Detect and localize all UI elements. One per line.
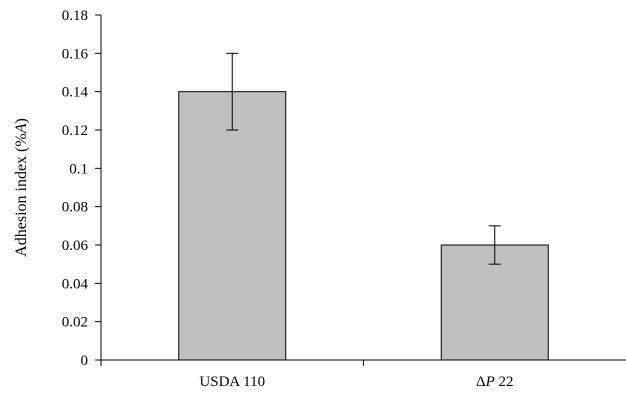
y-axis-title: Adhesion index (%A): [13, 118, 30, 257]
bar-0: [178, 91, 287, 361]
y-tick-label: 0.14: [62, 85, 89, 101]
y-tick-label: 0.16: [62, 46, 89, 62]
y-tick-label: 0.18: [62, 8, 88, 24]
y-tick-label: 0.04: [62, 276, 89, 292]
y-tick-label: 0.02: [62, 315, 88, 331]
x-axis-ticks: USDA 110 ΔP 22: [100, 360, 514, 390]
y-axis-ticks: 0 0.02 0.04 0.06 0.08 0.1 0.12 0.14 0.16 0.18: [62, 8, 101, 369]
y-tick-label: 0.08: [62, 200, 88, 216]
error-bars: [226, 52, 501, 265]
y-tick-label: 0.06: [62, 238, 89, 254]
y-tick-label: 0.12: [62, 123, 88, 139]
y-tick-label: 0.1: [69, 161, 88, 177]
x-tick-label: ΔP 22: [476, 374, 514, 390]
y-tick-label: 0: [81, 353, 89, 369]
x-tick-label: USDA 110: [199, 374, 265, 390]
